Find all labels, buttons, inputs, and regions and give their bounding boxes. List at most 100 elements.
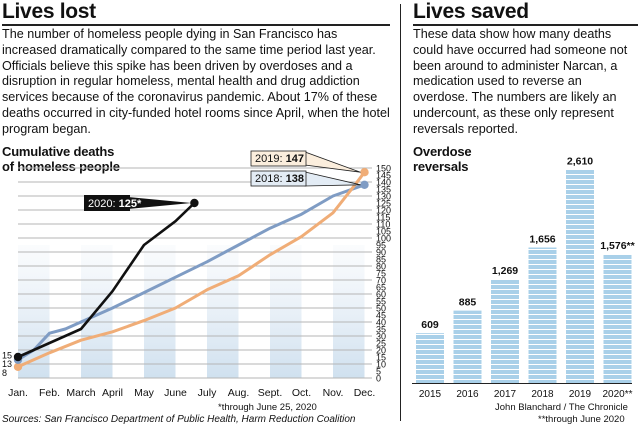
sources-line: Sources: San Francisco Department of Pub… <box>2 414 356 425</box>
callout-value-2020: 125* <box>119 198 142 210</box>
series-start-point-2019 <box>13 362 23 371</box>
y-tick-label: 115 <box>376 213 390 223</box>
callout-year-2018: 2018: <box>255 173 286 185</box>
series-end-point-2019 <box>360 168 369 177</box>
left-title-rule <box>2 24 390 26</box>
y-tick-label: 105 <box>376 227 391 237</box>
bar-value-label: 885 <box>459 297 477 309</box>
bar-category-label: 2020** <box>602 389 632 400</box>
y-tick-label: 35 <box>376 325 386 335</box>
callout-pointer-2020 <box>128 197 192 209</box>
start-value-label: 13 <box>2 359 12 369</box>
cumulative-deaths-heading-line1: Cumulative deaths <box>2 144 115 159</box>
y-tick-label: 40 <box>376 318 386 328</box>
callout-box-2020 <box>84 195 130 211</box>
y-tick-label: 95 <box>376 241 386 251</box>
month-band <box>333 245 365 378</box>
y-tick-label: 90 <box>376 248 386 258</box>
month-label: Aug. <box>228 387 250 399</box>
month-label: July <box>198 387 217 399</box>
series-end-point-2018 <box>360 180 369 189</box>
month-label: June <box>164 387 187 399</box>
y-tick-label: 75 <box>376 269 386 279</box>
y-tick-label: 45 <box>376 311 386 321</box>
overdose-reversals-chart: 609 2015 885 2016 1,269 2017 1,656 2018 2,610 201… <box>412 155 636 400</box>
lives-lost-title: Lives lost <box>2 0 96 23</box>
callout-box-2019 <box>250 150 307 167</box>
y-tick-label: 85 <box>376 255 386 265</box>
overdose-heading-line1: Overdose <box>413 144 472 159</box>
callout-box-2018 <box>250 170 307 187</box>
y-tick-label: 25 <box>376 339 386 349</box>
month-label: March <box>66 387 95 399</box>
bar-2020** <box>603 254 632 383</box>
month-label: May <box>134 387 155 399</box>
left-footnote: *through June 25, 2020 <box>218 402 317 413</box>
y-tick-label: 120 <box>376 206 391 216</box>
y-tick-label: 80 <box>376 262 386 272</box>
callout-year-2019: 2019: <box>255 153 286 165</box>
y-tick-label: 145 <box>376 171 391 181</box>
y-tick-label: 5 <box>376 367 381 377</box>
month-label: Oct. <box>292 387 311 399</box>
bar-2016 <box>453 310 482 383</box>
callout-value-2019: 147 <box>286 153 304 165</box>
bar-category-label: 2019 <box>569 389 592 400</box>
month-band <box>270 245 302 378</box>
y-tick-label: 30 <box>376 332 386 342</box>
bar-value-label: 1,576** <box>600 240 635 252</box>
y-tick-label: 110 <box>376 220 390 230</box>
month-label: Sept. <box>258 387 283 399</box>
overdose-heading-line2: reversals <box>413 159 469 174</box>
cumulative-deaths-chart: 0510152025303540455055606570758085909510… <box>2 150 391 399</box>
y-tick-label: 50 <box>376 304 386 314</box>
bar-2019 <box>566 169 594 383</box>
bar-2018 <box>528 247 557 383</box>
month-band <box>207 245 239 378</box>
bar-2017 <box>491 279 519 383</box>
callout-pointer-2018 <box>304 171 361 187</box>
panel-divider <box>400 4 401 421</box>
callout-year-2020: 2020: <box>88 198 119 210</box>
y-tick-label: 140 <box>376 178 391 188</box>
y-tick-label: 55 <box>376 297 386 307</box>
series-start-point-2020 <box>13 352 23 362</box>
right-title-rule <box>413 24 638 26</box>
lives-lost-body: The number of homeless people dying in S… <box>2 27 390 136</box>
start-value-label: 8 <box>2 368 7 378</box>
y-tick-label: 10 <box>376 360 386 370</box>
callout-pointer-2019 <box>304 151 361 173</box>
y-tick-label: 150 <box>376 164 391 174</box>
y-tick-label: 135 <box>376 185 391 195</box>
cumulative-deaths-heading-line2: of homeless people <box>2 159 120 174</box>
lives-saved-title: Lives saved <box>413 0 529 23</box>
bar-category-label: 2015 <box>419 389 442 400</box>
callout-value-2018: 138 <box>286 173 304 185</box>
y-tick-label: 65 <box>376 283 386 293</box>
y-tick-label: 130 <box>376 192 391 202</box>
month-label: Jan. <box>8 387 28 399</box>
bar-category-label: 2017 <box>494 389 517 400</box>
bar-category-label: 2018 <box>531 389 554 400</box>
month-label: Dec. <box>354 387 376 399</box>
y-tick-label: 100 <box>376 234 391 244</box>
series-end-point-2020 <box>190 198 199 208</box>
chronicle-credit: John Blanchard / The Chronicle <box>495 402 628 413</box>
bar-value-label: 1,269 <box>492 265 518 277</box>
y-tick-label: 70 <box>376 276 386 286</box>
y-tick-label: 20 <box>376 346 386 356</box>
month-label: Nov. <box>323 387 344 399</box>
bar-category-label: 2016 <box>456 389 479 400</box>
bar-value-label: 609 <box>421 319 439 331</box>
month-label: Feb. <box>39 387 60 399</box>
y-tick-label: 125 <box>376 199 391 209</box>
month-label: April <box>102 387 123 399</box>
start-value-label: 15 <box>2 351 12 361</box>
bar-2015 <box>416 333 444 383</box>
callout-label-2020: 2020: 125* <box>88 198 142 210</box>
right-footnote: **through June 2020 <box>538 414 625 425</box>
y-tick-label: 0 <box>376 374 381 384</box>
y-tick-label: 60 <box>376 290 386 300</box>
lives-saved-body: These data show how many deaths could ha… <box>413 27 628 136</box>
series-line-2019 <box>16 170 366 369</box>
